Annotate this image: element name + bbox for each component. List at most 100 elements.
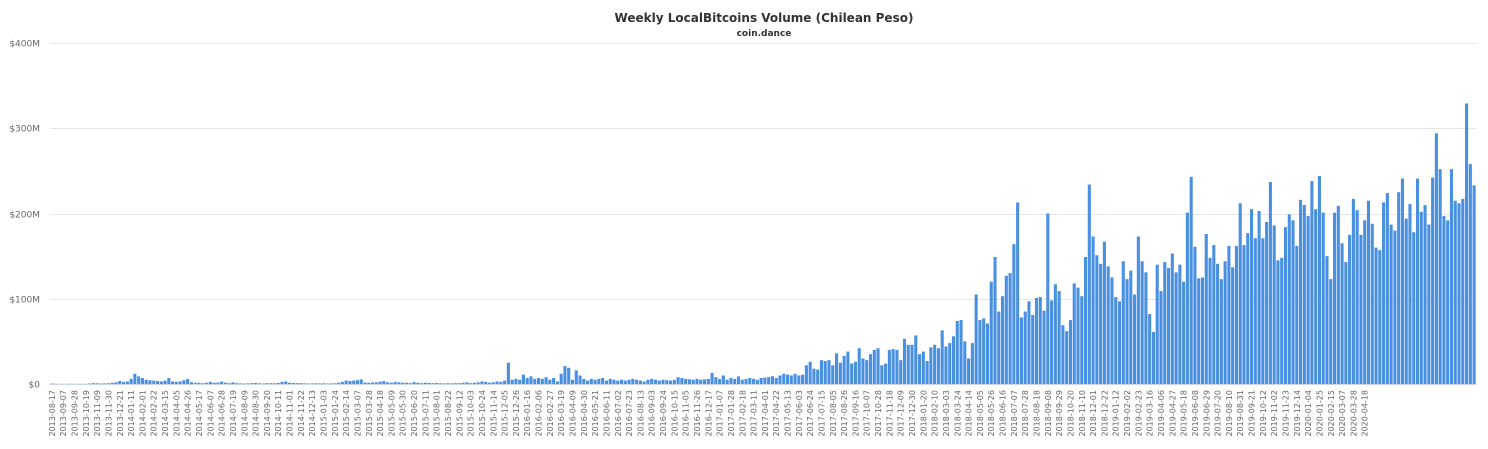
bar: [216, 382, 220, 384]
bar: [235, 383, 239, 384]
bar: [959, 320, 963, 384]
bar: [752, 378, 756, 384]
bar: [386, 382, 390, 384]
x-tick-label: 2019-04-27: [1168, 390, 1177, 437]
bar: [721, 375, 725, 384]
x-tick-label: 2019-05-18: [1180, 390, 1189, 437]
bar: [967, 358, 971, 384]
bar: [887, 349, 891, 384]
x-tick-label: 2018-12-01: [1089, 390, 1098, 437]
bar: [1472, 185, 1476, 384]
bar: [816, 369, 820, 384]
bar: [1125, 279, 1129, 384]
bar: [1167, 268, 1171, 384]
bar: [1050, 300, 1054, 384]
bar: [1238, 203, 1242, 384]
bar: [1408, 204, 1412, 384]
bar: [99, 383, 103, 384]
bar: [186, 378, 190, 384]
bar: [1412, 232, 1416, 384]
bar: [310, 383, 314, 384]
x-tick-label: 2019-03-16: [1146, 390, 1155, 437]
bar: [1200, 277, 1205, 384]
bar: [1182, 281, 1186, 384]
bar: [1423, 204, 1427, 384]
bar: [921, 351, 925, 384]
bar: [412, 382, 416, 384]
bar: [623, 380, 627, 384]
x-tick-label: 2014-08-09: [240, 390, 249, 437]
y-tick-label: $300M: [9, 125, 40, 135]
bar: [265, 383, 269, 384]
bar: [321, 383, 326, 384]
bar: [608, 378, 612, 384]
x-tick-label: 2013-10-19: [82, 390, 91, 437]
x-tick-label: 2017-07-15: [817, 390, 826, 437]
bar: [974, 294, 978, 384]
bar: [797, 375, 801, 384]
x-tick-label: 2017-04-22: [772, 390, 781, 437]
x-tick-label: 2020-04-18: [1361, 390, 1370, 437]
bar: [1117, 301, 1122, 384]
bar: [1136, 236, 1140, 384]
bar: [484, 381, 488, 384]
bar: [1419, 211, 1423, 384]
bar: [1208, 257, 1212, 384]
x-tick-label: 2018-06-16: [999, 390, 1008, 437]
bar: [1234, 245, 1238, 384]
bar: [661, 379, 665, 384]
bar: [687, 379, 691, 384]
bar: [601, 378, 605, 384]
bar: [299, 383, 303, 384]
x-tick-label: 2016-05-21: [591, 390, 600, 437]
x-tick-label: 2014-11-22: [297, 390, 306, 437]
bar: [246, 383, 250, 384]
bar: [902, 338, 907, 384]
bar: [106, 383, 111, 384]
bar: [570, 379, 575, 384]
bar: [129, 378, 133, 384]
x-tick-label: 2018-05-26: [987, 390, 996, 437]
bar: [861, 358, 865, 384]
bar: [1280, 257, 1284, 384]
bar: [159, 381, 163, 384]
bar: [280, 381, 284, 384]
x-tick-label: 2020-02-15: [1327, 390, 1336, 437]
x-tick-label: 2017-06-24: [806, 390, 815, 437]
bar: [450, 383, 454, 384]
bar: [653, 379, 658, 384]
bar: [446, 383, 450, 384]
bar: [389, 382, 393, 384]
bar: [1359, 234, 1363, 384]
bar: [1268, 181, 1272, 384]
bar: [174, 381, 178, 384]
x-tick-label: 2019-09-21: [1248, 390, 1257, 437]
bar: [193, 382, 197, 384]
gridlines: [50, 43, 1476, 300]
x-tick-label: 2018-09-29: [1055, 390, 1064, 437]
bar: [408, 383, 412, 384]
bar: [1272, 225, 1276, 384]
x-tick-label: 2014-06-07: [206, 390, 215, 437]
bar: [1276, 260, 1280, 384]
bar: [989, 281, 993, 384]
bar: [227, 383, 231, 384]
bar: [533, 378, 537, 384]
x-tick-label: 2019-06-29: [1202, 390, 1211, 437]
bar: [461, 382, 465, 384]
bar: [650, 378, 654, 384]
bar: [906, 344, 910, 384]
bar: [774, 378, 778, 384]
x-tick-label: 2015-05-30: [399, 390, 408, 437]
bar: [1174, 272, 1178, 384]
bar: [948, 343, 952, 384]
bar: [1287, 214, 1291, 384]
bar: [284, 381, 288, 384]
bar: [616, 380, 620, 384]
bar: [1121, 261, 1125, 384]
x-axis-tick-labels: 2013-08-17 2013-09-07 2013-09-28 2013-10-19…: [48, 390, 1370, 437]
x-tick-label: 2015-01-03: [320, 390, 329, 437]
bar: [827, 360, 831, 384]
bar: [1446, 220, 1450, 384]
bar: [951, 336, 956, 384]
